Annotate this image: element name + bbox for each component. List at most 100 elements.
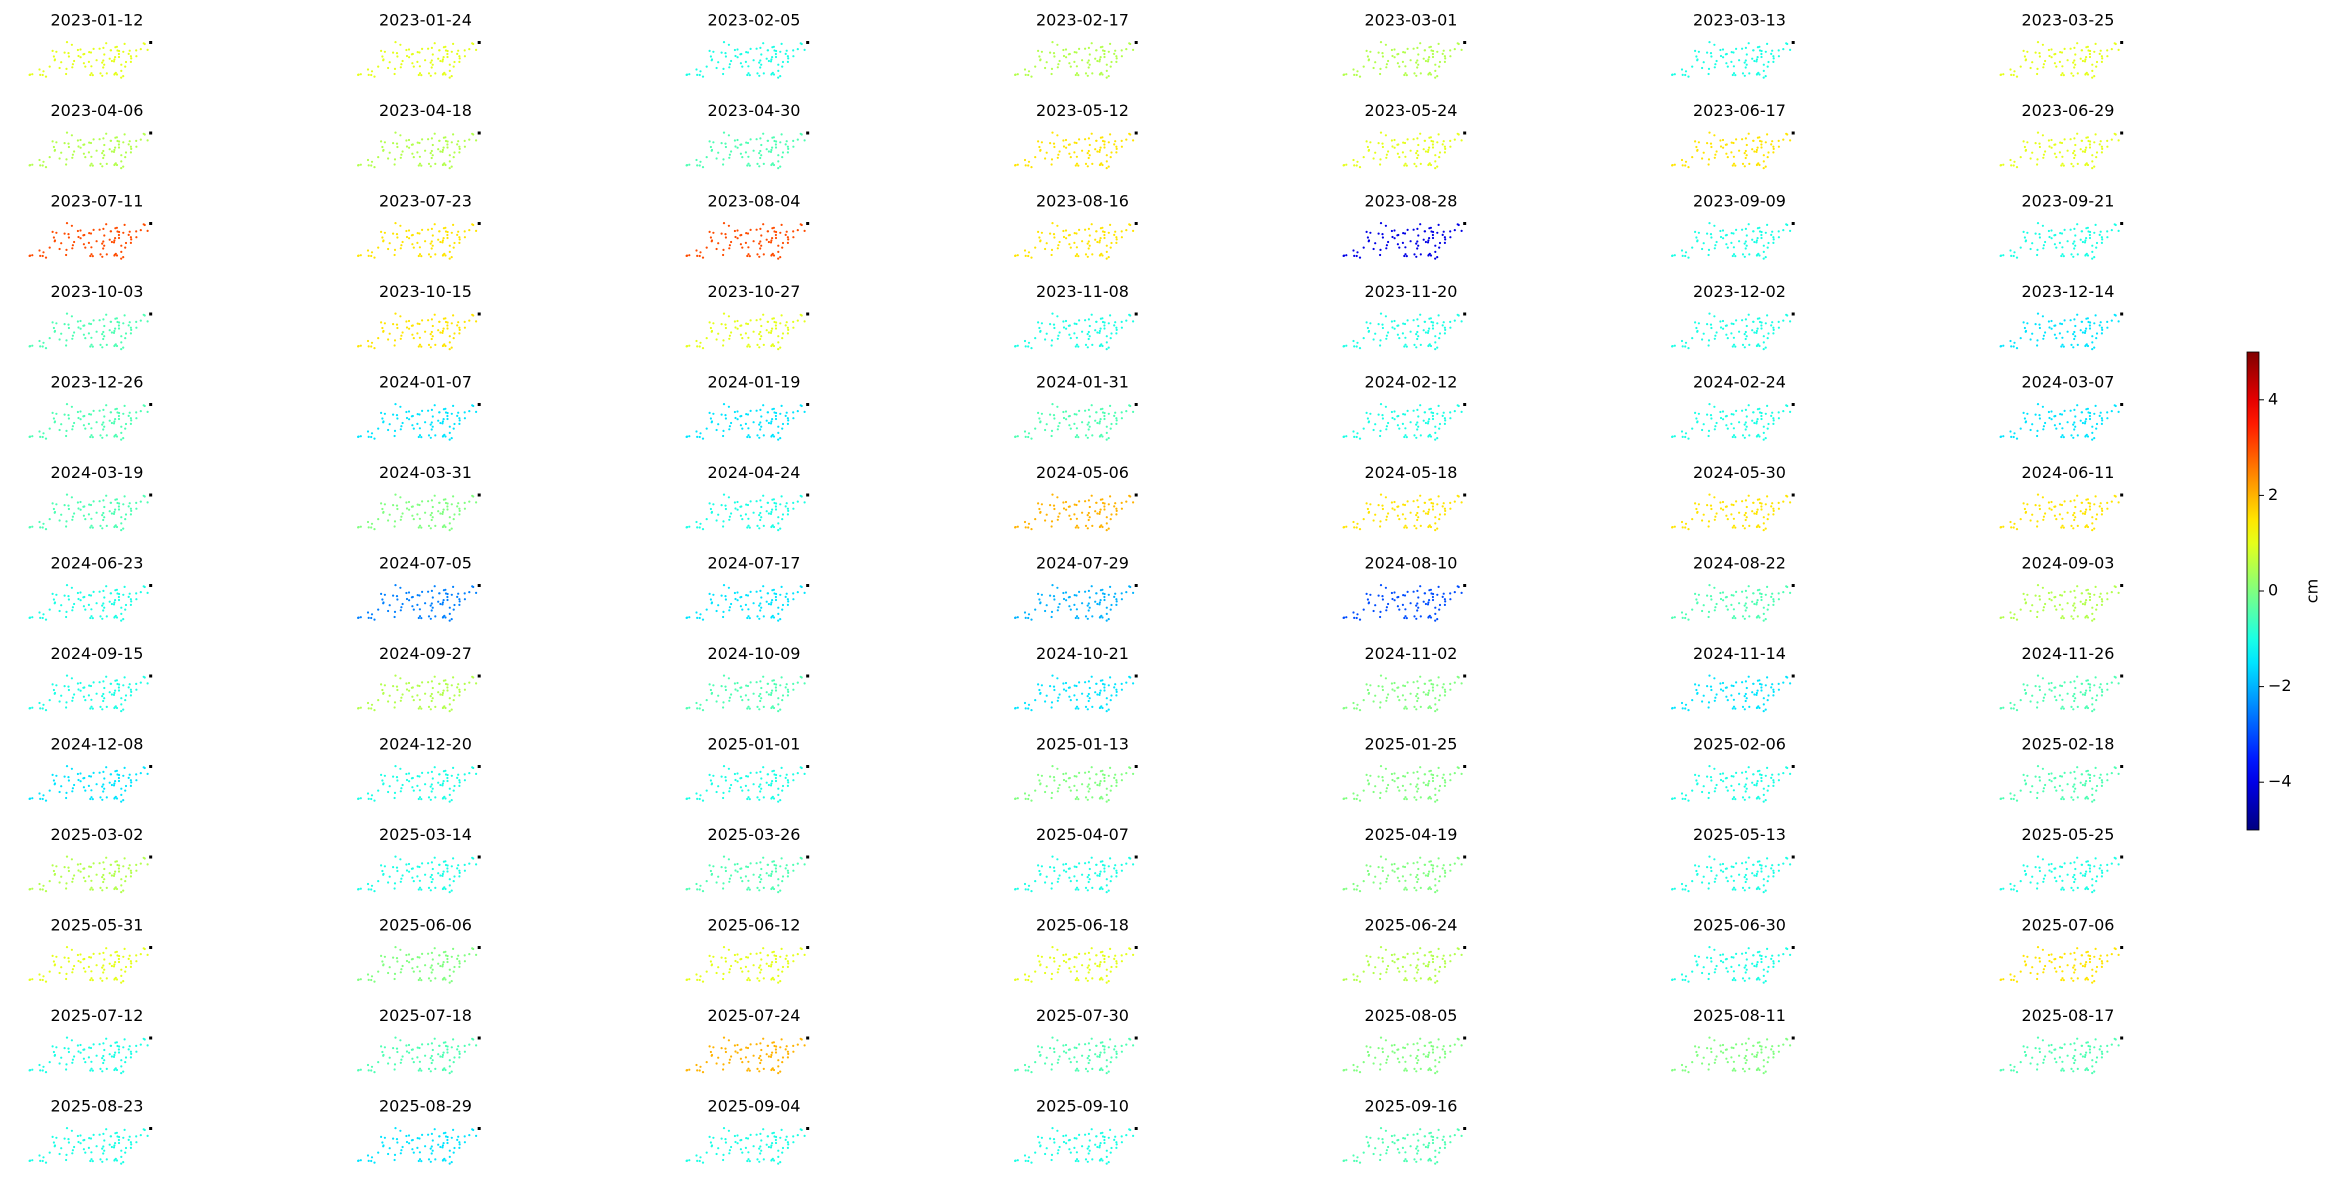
point [1416,337,1419,341]
point [1366,507,1369,511]
point [115,525,119,529]
point [2061,524,2064,527]
point [1062,416,1066,420]
point [779,231,782,234]
point [103,335,106,338]
point [1037,49,1040,53]
reference-point [1134,584,1138,587]
point [1681,254,1684,257]
point [92,681,95,684]
point [1707,163,1710,166]
point [450,708,453,711]
panel-title: 2023-01-12 [51,11,144,30]
point [1734,345,1737,348]
point [1062,229,1065,233]
point [367,164,370,167]
point [2013,341,2016,344]
point [1087,227,1090,230]
point [1777,598,1780,601]
point [1443,151,1446,154]
point [1098,150,1101,153]
point [1087,337,1090,341]
point [393,72,396,76]
point [1039,239,1042,242]
point [1099,418,1102,421]
point [53,58,57,61]
point [1707,248,1711,251]
point [463,417,466,420]
point [2076,404,2079,407]
point [777,335,780,338]
point [103,154,106,157]
point [1105,76,1108,79]
point [1772,422,1775,425]
point [439,240,442,244]
point [2073,609,2076,612]
point [122,708,125,711]
point [1755,73,1758,76]
point [98,681,101,684]
point [87,60,90,64]
point [1687,166,1690,169]
point [463,145,466,148]
point [44,437,48,440]
point [1449,139,1452,142]
point [42,251,45,254]
point [771,418,774,421]
point [1732,594,1735,597]
point [739,695,743,698]
point [1390,139,1393,142]
point [1352,68,1355,71]
reference-point [1463,584,1467,587]
panel-title: 2024-07-05 [379,554,472,573]
point [696,435,699,438]
point [1772,238,1775,241]
point [1752,592,1755,595]
point [105,343,108,346]
point [699,341,702,344]
point [2081,421,2084,425]
point [1343,73,1346,76]
point [367,526,370,529]
point [2038,417,2041,420]
point [114,614,117,617]
point [720,323,723,326]
panel-title: 2024-02-12 [1365,373,1458,392]
point [1113,52,1116,56]
point [443,343,446,346]
point [44,75,48,78]
point [1356,432,1359,435]
point [1387,331,1390,334]
point [442,146,445,149]
point [102,46,105,50]
point [1422,238,1425,241]
point [785,321,788,324]
point [394,222,397,225]
point [367,345,370,348]
point [41,707,44,710]
point [1098,512,1101,516]
point [749,228,752,231]
point [1684,613,1688,616]
point [1449,236,1452,239]
point [105,223,108,226]
point [1409,330,1412,333]
point [2034,142,2037,145]
reference-point [1134,222,1138,225]
point [1453,410,1456,413]
point [2063,138,2066,141]
point [696,526,699,529]
point [1766,585,1769,589]
point [393,253,396,257]
panel-title: 2023-10-03 [51,282,144,301]
point [70,134,73,137]
panel-title: 2023-04-30 [708,101,801,120]
point [2101,57,2104,60]
point [31,435,34,438]
panel-map [357,674,481,713]
point [122,593,125,596]
point [1027,70,1031,73]
point [444,588,447,591]
point [2091,257,2094,260]
point [1694,230,1697,233]
